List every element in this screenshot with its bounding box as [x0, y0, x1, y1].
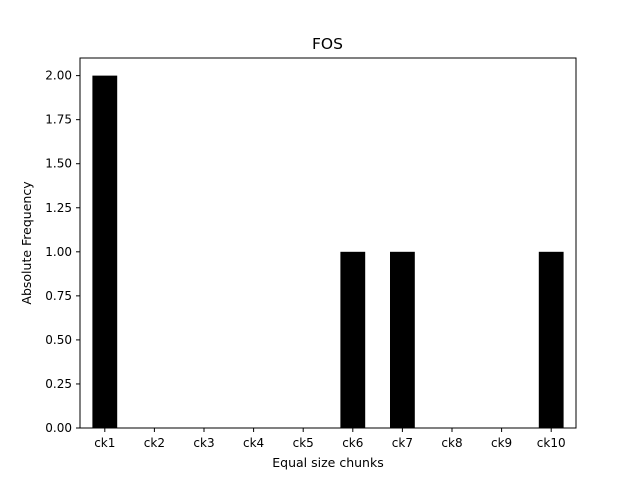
plot-frame	[79, 57, 577, 429]
y-tick-label: 0.00	[45, 421, 72, 435]
bar-ck6	[340, 251, 366, 428]
x-tick-label: ck7	[392, 436, 413, 450]
bar-ck1	[92, 75, 118, 428]
bar-ck10	[538, 251, 564, 428]
x-tick-label: ck10	[537, 436, 566, 450]
y-tick-label: 1.25	[45, 201, 72, 215]
x-tick-label: ck1	[94, 436, 115, 450]
x-tick-label: ck9	[491, 436, 512, 450]
y-tick-label: 0.50	[45, 333, 72, 347]
y-axis-label: Absolute Frequency	[19, 181, 34, 305]
x-tick-label: ck6	[342, 436, 363, 450]
x-tick-label: ck5	[293, 436, 314, 450]
x-tick-label: ck3	[193, 436, 214, 450]
y-tick-label: 2.00	[45, 69, 72, 83]
y-tick-label: 1.00	[45, 245, 72, 259]
y-axis: 0.00 0.25 0.50 0.75 1.00 1.25 1.50 1.75 2.00	[45, 69, 80, 435]
x-tick-label: ck8	[441, 436, 462, 450]
y-tick-label: 0.25	[45, 377, 72, 391]
y-tick-label: 1.50	[45, 157, 72, 171]
x-tick-label: ck4	[243, 436, 264, 450]
bar-ck7	[390, 251, 415, 428]
x-tick-label: ck2	[144, 436, 165, 450]
y-tick-label: 1.75	[45, 113, 72, 127]
chart-title: FOS	[312, 35, 343, 53]
x-axis: ck1 ck2 ck3 ck4 ck5 ck6 ck7 ck8 ck9 ck10	[94, 428, 566, 450]
x-axis-label: Equal size chunks	[272, 455, 383, 470]
bars-group	[92, 75, 564, 428]
y-tick-label: 0.75	[45, 289, 72, 303]
